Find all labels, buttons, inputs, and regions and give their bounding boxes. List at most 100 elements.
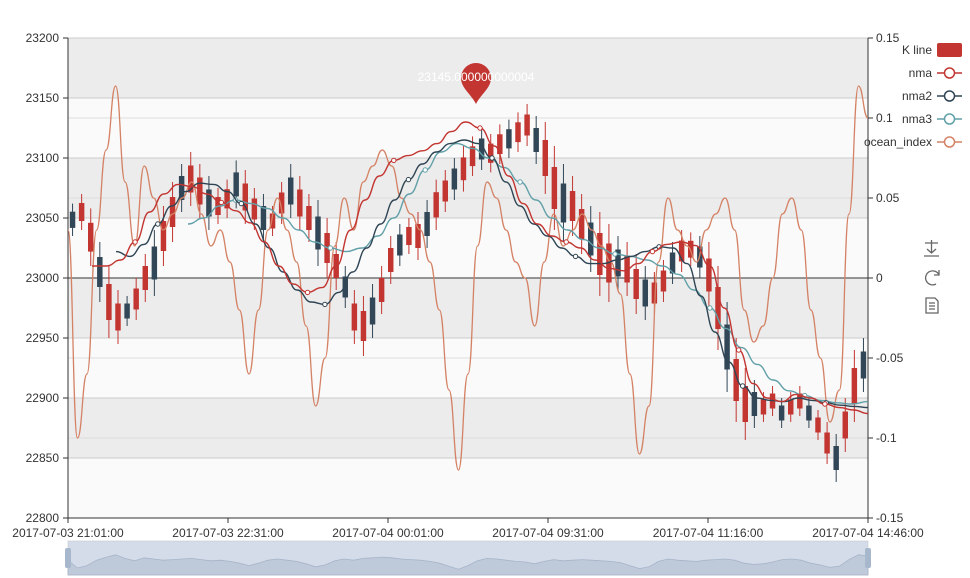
series-nma3-point [422, 167, 428, 173]
series-nma3-point [612, 251, 618, 257]
y-axis-left: 22800 22850 22900 22950 23000 23050 23100 23150… [26, 31, 68, 525]
candle-body [442, 180, 448, 202]
legend-item-nma2[interactable]: nma2 [902, 89, 962, 103]
candle-body [224, 189, 230, 209]
candle-body [297, 189, 303, 217]
legend-label: ocean_index [864, 135, 932, 149]
candle-body [169, 197, 176, 227]
refresh-icon[interactable] [924, 270, 940, 286]
data-zoom-slider[interactable] [65, 540, 871, 576]
candle-body [78, 203, 85, 221]
candle-body [369, 297, 376, 325]
candle-body [842, 411, 848, 439]
series-nma3-point [327, 245, 334, 251]
candle-body [260, 206, 267, 230]
y-right-tick-label: -0.15 [876, 511, 904, 525]
data-view-icon[interactable] [925, 297, 939, 314]
grid-band [68, 458, 868, 518]
candle-body [242, 183, 248, 211]
candle-body [269, 213, 276, 229]
y-left-tick-label: 23200 [26, 31, 60, 45]
series-nma-point [477, 125, 483, 131]
candle-body [597, 233, 603, 275]
legend[interactable]: K line nma nma2 nma3 ocean_index [864, 43, 962, 149]
x-tick-label: 2017-07-04 14:46:00 [812, 526, 924, 540]
data-view-glyph [925, 297, 939, 314]
candle-body [633, 269, 639, 299]
series-nma-point [391, 157, 397, 164]
y-left-tick-label: 23000 [26, 271, 60, 285]
candle-body [478, 138, 485, 160]
legend-symbol-dot [943, 90, 956, 102]
candle-body [160, 221, 167, 251]
legend-item-ocean-index[interactable]: ocean_index [864, 135, 962, 149]
candle-body [642, 279, 648, 307]
y-left-tick-label: 22800 [26, 511, 60, 525]
candle-body [515, 122, 521, 143]
candle-body [715, 287, 721, 329]
candle-body [97, 257, 103, 287]
series-nma2-point [322, 301, 328, 308]
candle-body [724, 324, 730, 370]
candle-body [860, 351, 867, 379]
series-nma-point [735, 347, 742, 353]
candle-body [797, 393, 803, 409]
candle-body [788, 399, 794, 415]
legend-item-nma[interactable]: nma [909, 66, 962, 80]
candle-body [206, 189, 212, 217]
candle-body [469, 146, 476, 167]
x-tick-label: 2017-07-04 11:16:00 [653, 526, 764, 540]
x-tick-label: 2017-07-04 00:01:00 [332, 526, 444, 540]
candle-body [569, 191, 576, 221]
candle-body [115, 303, 121, 331]
x-tick-label: 2017-07-03 22:31:00 [172, 526, 284, 540]
candle-body [624, 255, 630, 283]
marker-pin [460, 62, 492, 104]
candle-body [806, 405, 812, 421]
x-axis: 2017-07-03 21:01:00 2017-07-03 22:31:00 20… [12, 518, 924, 540]
refresh-glyph [924, 270, 940, 286]
y-axis-right: -0.15 -0.1 -0.05 0 0.05 0.1 0.15 [868, 31, 904, 525]
candle-body [133, 288, 139, 310]
grid-band [68, 218, 868, 278]
y-left-tick-label: 22900 [26, 391, 60, 405]
series-nma2-point [238, 200, 245, 207]
legend-symbol-dot [943, 67, 956, 79]
candle-body [578, 209, 585, 239]
candle-body [488, 143, 494, 163]
download-glyph [924, 240, 939, 257]
series-nma2-point [489, 155, 495, 161]
candle-body [188, 165, 194, 193]
zoom-handle-right[interactable] [865, 548, 871, 568]
zoom-handle-left[interactable] [65, 548, 71, 568]
series-nma-point [132, 239, 138, 245]
candle-body [815, 417, 821, 433]
y-right-tick-label: 0.05 [876, 191, 900, 205]
y-right-tick-label: -0.1 [876, 431, 897, 445]
series-nma3-point [517, 179, 523, 185]
candle-body [506, 129, 512, 149]
zoom-preview [67, 554, 869, 576]
y-left-tick-label: 23150 [26, 91, 60, 105]
series-ocean-index [67, 85, 869, 471]
legend-item-nma3[interactable]: nma3 [902, 112, 962, 126]
grid-band [68, 398, 868, 458]
x-tick-label: 2017-07-03 21:01:00 [12, 526, 124, 540]
line-series [67, 85, 869, 471]
candle-body [660, 270, 667, 292]
series-nma3 [187, 142, 869, 405]
candle-body [669, 252, 676, 274]
zoom-handle-grip [65, 548, 71, 568]
download-icon[interactable] [924, 240, 939, 257]
legend-item-k-line[interactable]: K line [902, 43, 962, 57]
series-nma2-point [739, 383, 746, 389]
toolbox[interactable] [924, 240, 940, 314]
candle-body [124, 303, 130, 319]
y-right-tick-label: 0 [876, 271, 883, 285]
series-nma-point [563, 239, 569, 245]
candle-body [751, 392, 758, 416]
series-nma-point [218, 199, 225, 206]
candle-body [278, 192, 285, 214]
legend-symbol [937, 43, 962, 57]
